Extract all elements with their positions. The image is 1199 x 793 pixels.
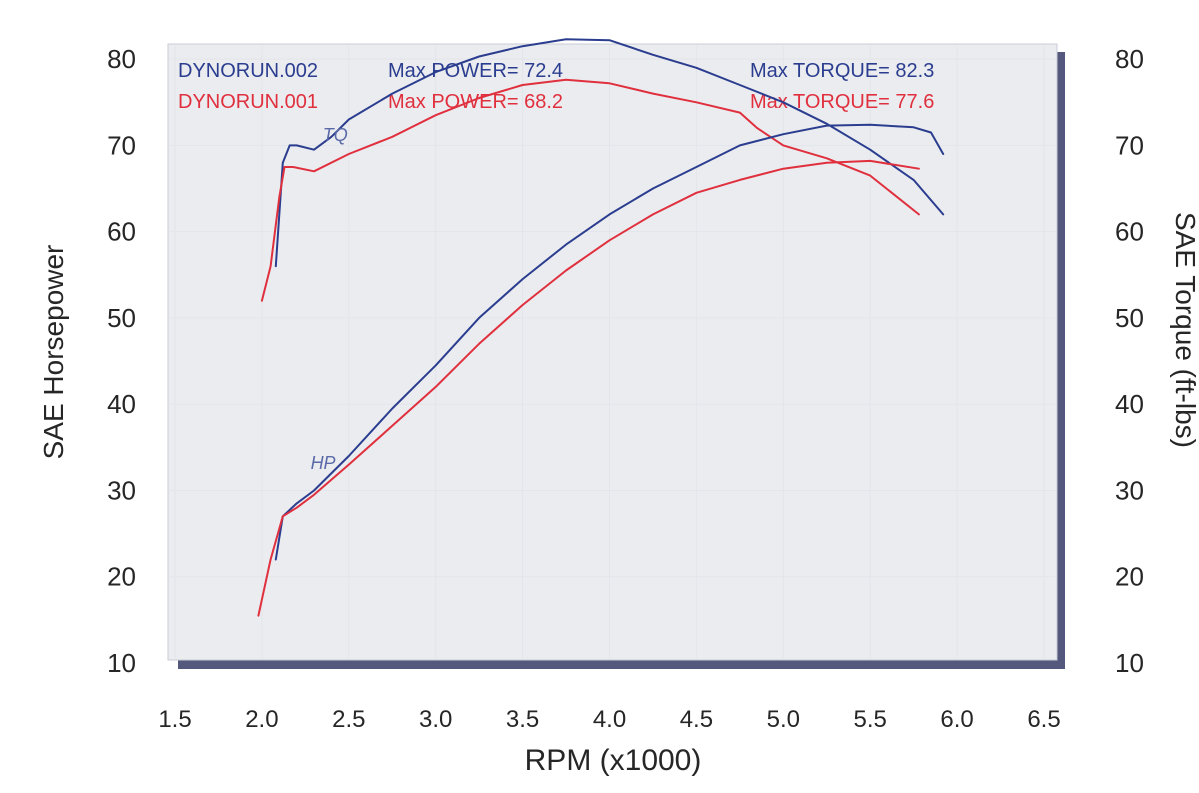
legend-torque-001: Max TORQUE= 77.6	[750, 91, 934, 113]
y-tick-label-left: 30	[107, 475, 136, 505]
x-tick-label: 4.5	[680, 706, 713, 733]
y-axis-label-left: SAE Horsepower	[38, 245, 69, 460]
y-tick-label-right: 10	[1115, 648, 1144, 678]
y-tick-label-left: 10	[107, 648, 136, 678]
x-tick-label: 6.0	[940, 706, 973, 733]
y-tick-label-left: 60	[107, 217, 136, 247]
x-tick-label: 3.5	[506, 706, 539, 733]
y-tick-label-left: 50	[107, 303, 136, 333]
y-tick-label-right: 20	[1115, 562, 1144, 592]
legend-run-002: DYNORUN.002	[178, 60, 318, 82]
x-tick-label: 1.5	[158, 706, 191, 733]
grid	[170, 46, 1055, 658]
annotations: TQ HP	[311, 125, 348, 473]
y-tick-label-left: 70	[107, 130, 136, 160]
plot-shadow-right	[1057, 52, 1065, 669]
series-line-torque-dynorun-002	[274, 38, 945, 268]
x-tick-label: 2.0	[245, 706, 278, 733]
y-tick-label-right: 60	[1115, 217, 1144, 247]
series-lines	[257, 38, 945, 617]
x-axis-label: RPM (x1000)	[525, 744, 702, 777]
legend: DYNORUN.002 Max POWER= 72.4 Max TORQUE= …	[178, 60, 934, 113]
legend-torque-002: Max TORQUE= 82.3	[750, 60, 934, 82]
y-tick-label-left: 80	[107, 44, 136, 74]
x-tick-label: 5.0	[767, 706, 800, 733]
x-tick-label: 5.5	[854, 706, 887, 733]
x-tick-label: 3.0	[419, 706, 452, 733]
plot-shadow-bottom	[178, 660, 1065, 669]
legend-run-001: DYNORUN.001	[178, 91, 318, 113]
y-axis-label-right: SAE Torque (ft-lbs)	[1170, 212, 1199, 448]
x-tick-label: 2.5	[332, 706, 365, 733]
y-tick-labels-right: 10 20 30 40 50 60 70 80	[1115, 44, 1144, 678]
y-tick-labels-left: 10 20 30 40 50 60 70 80	[107, 44, 136, 678]
legend-power-002: Max POWER= 72.4	[388, 60, 563, 82]
x-tick-labels: 1.5 2.0 2.5 3.0 3.5 4.0 4.5 5.0 5.5 6.0 6.5	[158, 706, 1060, 733]
annotation-tq: TQ	[323, 125, 348, 145]
x-tick-label: 4.0	[593, 706, 626, 733]
y-tick-label-left: 20	[107, 562, 136, 592]
series-line-torque-dynorun-001	[260, 78, 920, 302]
y-tick-label-right: 80	[1115, 44, 1144, 74]
x-tick-label: 6.5	[1027, 706, 1060, 733]
y-tick-label-right: 50	[1115, 303, 1144, 333]
y-tick-label-right: 40	[1115, 389, 1144, 419]
y-tick-label-left: 40	[107, 389, 136, 419]
y-tick-label-right: 30	[1115, 475, 1144, 505]
legend-power-001: Max POWER= 68.2	[388, 91, 563, 113]
annotation-hp: HP	[311, 453, 336, 473]
series-line-power-dynorun-002	[274, 123, 945, 561]
plot-area	[167, 43, 1058, 661]
series-line-power-dynorun-001	[257, 159, 920, 617]
y-tick-label-right: 70	[1115, 130, 1144, 160]
